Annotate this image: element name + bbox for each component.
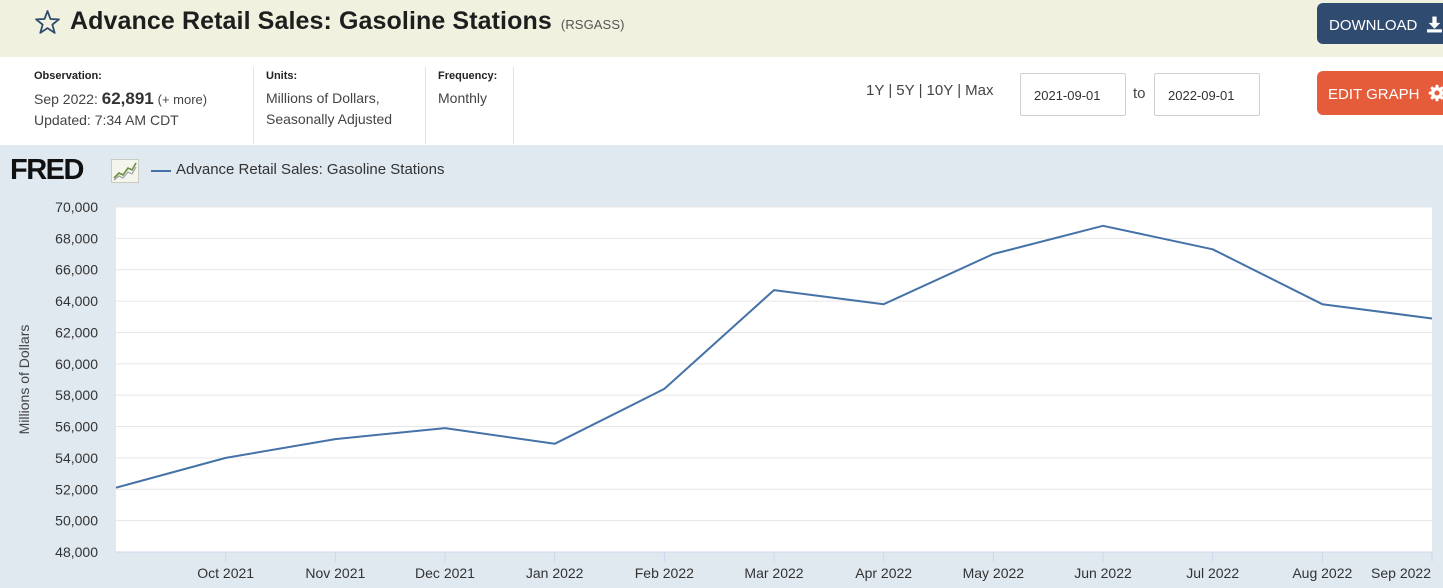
y-tick-label: 58,000: [55, 387, 98, 403]
gear-icon: [1428, 84, 1443, 106]
series-id: (RSGASS): [560, 17, 625, 32]
range-max-link[interactable]: Max: [965, 82, 994, 99]
edit-graph-button[interactable]: EDIT GRAPH: [1317, 71, 1443, 115]
y-tick-label: 66,000: [55, 262, 98, 278]
x-tick-label: Jan 2022: [526, 565, 584, 581]
x-tick-label: Jun 2022: [1074, 565, 1132, 581]
y-tick-label: 68,000: [55, 230, 98, 246]
edit-graph-label: EDIT GRAPH: [1328, 86, 1420, 103]
range-1y-link[interactable]: 1Y: [866, 82, 885, 99]
updated-text: Updated: 7:34 AM CDT: [34, 112, 179, 128]
x-tick-label: Oct 2021: [197, 565, 254, 581]
x-tick-label: Dec 2021: [415, 565, 475, 581]
observation-block: Observation: Sep 2022: 62,891 (+ more) U…: [34, 70, 207, 131]
y-tick-label: 48,000: [55, 544, 98, 560]
y-tick-label: 64,000: [55, 293, 98, 309]
y-tick-label: 62,000: [55, 324, 98, 340]
x-tick-label: Feb 2022: [635, 565, 694, 581]
x-tick-label: Sep 2022: [1371, 565, 1431, 581]
end-date-input[interactable]: 2022-09-01: [1154, 73, 1260, 116]
download-label: DOWNLOAD: [1329, 17, 1418, 34]
legend-swatch: [151, 170, 171, 172]
download-icon: [1426, 16, 1443, 37]
x-tick-label: Jul 2022: [1186, 565, 1239, 581]
observation-line: Sep 2022: 62,891 (+ more): [34, 88, 207, 110]
meta-divider: [425, 67, 426, 144]
date-to-label: to: [1133, 85, 1146, 102]
x-tick-label: Aug 2022: [1292, 565, 1352, 581]
x-tick-label: Mar 2022: [744, 565, 803, 581]
fred-logo[interactable]: FRED: [10, 154, 84, 186]
observation-label: Observation:: [34, 70, 102, 82]
units-block: Units: Millions of Dollars, Seasonally A…: [266, 70, 392, 130]
y-tick-label: 70,000: [55, 199, 98, 215]
range-separator: |: [957, 82, 962, 99]
range-links: 1Y | 5Y | 10Y | Max: [866, 82, 993, 99]
start-date-input[interactable]: 2021-09-01: [1020, 73, 1126, 116]
x-tick-label: Apr 2022: [855, 565, 912, 581]
fred-trend-icon: [111, 159, 139, 183]
units-label: Units:: [266, 70, 298, 82]
meta-divider: [253, 67, 254, 144]
observation-date: Sep 2022:: [34, 91, 98, 107]
x-tick-label: May 2022: [963, 565, 1025, 581]
range-10y-link[interactable]: 10Y: [926, 82, 954, 99]
meta-divider: [513, 67, 514, 144]
y-tick-label: 52,000: [55, 481, 98, 497]
units-line-2: Seasonally Adjusted: [266, 111, 393, 127]
page-title: Advance Retail Sales: Gasoline Stations …: [70, 7, 625, 36]
frequency-value: Monthly: [438, 90, 488, 106]
title-bar: Advance Retail Sales: Gasoline Stations …: [0, 0, 1443, 57]
legend-label: Advance Retail Sales: Gasoline Stations: [176, 161, 445, 178]
x-tick-label: Nov 2021: [305, 565, 365, 581]
more-observations-link[interactable]: (+ more): [157, 92, 208, 107]
y-tick-label: 54,000: [55, 450, 98, 466]
range-separator: |: [888, 82, 893, 99]
plot-area: [116, 207, 1432, 552]
observation-value: 62,891: [101, 89, 154, 108]
y-tick-label: 56,000: [55, 419, 98, 435]
page-title-text: Advance Retail Sales: Gasoline Stations: [70, 7, 552, 35]
y-tick-label: 50,000: [55, 513, 98, 529]
y-axis-label: Millions of Dollars: [16, 325, 32, 435]
frequency-label: Frequency:: [438, 70, 498, 82]
range-separator: |: [918, 82, 923, 99]
units-line-1: Millions of Dollars,: [266, 90, 380, 106]
y-tick-label: 60,000: [55, 356, 98, 372]
download-button[interactable]: DOWNLOAD: [1317, 3, 1443, 44]
range-5y-link[interactable]: 5Y: [896, 82, 915, 99]
frequency-block: Frequency: Monthly: [438, 70, 497, 109]
star-outline-icon[interactable]: [34, 9, 61, 36]
